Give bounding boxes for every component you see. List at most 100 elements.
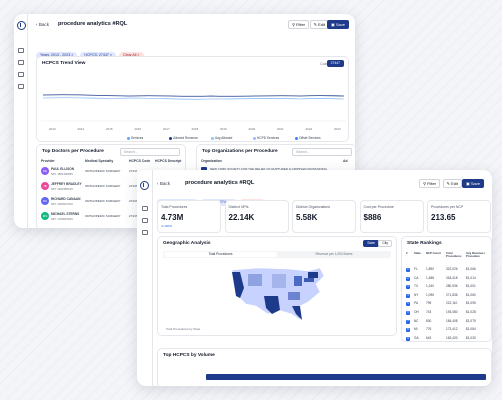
dashboard-window-front: ‹ Back procedure analytics #RQL ⚲ Filter… (137, 170, 492, 386)
home-icon[interactable] (142, 206, 148, 211)
stat-label: Distinct NPIs (228, 205, 249, 209)
sidebar-rail (14, 14, 28, 228)
provider-hcpcs-code: 27447 (129, 169, 138, 173)
back-button[interactable]: ‹ Back (157, 181, 171, 186)
stat-label: Total Procedures (161, 205, 188, 209)
map-caption: Total Procedures by State (166, 327, 201, 331)
document-icon[interactable] (18, 84, 24, 89)
series-services-line (42, 97, 345, 100)
save-button[interactable]: ▣ Save (461, 179, 484, 188)
hcpcs-chip[interactable]: HCPCS: 27447 × (80, 52, 117, 59)
doctors-search-input[interactable]: Search... (120, 148, 180, 156)
state-ga[interactable] (288, 292, 300, 300)
table-row[interactable]: 9 GA 643 163,420 $1,030 (402, 336, 490, 344)
state-fl[interactable] (292, 306, 302, 320)
x-tick-label: 2016 (134, 127, 142, 131)
chart-icon[interactable] (18, 72, 24, 77)
legend-swatch (127, 136, 130, 140)
filter-chips: Years: 2013 - 2023 ×HCPCS: 27447 ×Clear … (157, 190, 268, 206)
rankings-col-header: # (406, 251, 408, 255)
grid-icon[interactable] (142, 218, 148, 223)
document-icon[interactable] (142, 230, 148, 235)
rank-cell: 7 (406, 319, 410, 324)
legend-swatch (295, 136, 298, 140)
col-provider: Provider (41, 159, 55, 163)
tab-total-procedures[interactable]: Total Procedures (164, 252, 277, 257)
rank-badge: 1 (406, 268, 410, 272)
rank-cell: $1,060 (466, 292, 476, 297)
table-row[interactable]: 5 PA 799 222,110 $1,095 (402, 301, 490, 309)
state-toggle[interactable]: State (363, 240, 379, 247)
rank-cell: 5 (406, 301, 410, 307)
state-tx[interactable] (264, 296, 280, 314)
rank-cell: 643 (426, 335, 432, 340)
table-row[interactable]: 4 NY 1,096 271,836 $1,060 (402, 293, 490, 301)
state-ca[interactable] (232, 272, 244, 298)
filter-button[interactable]: ⚲ Filter (419, 179, 440, 188)
state-pa[interactable] (304, 278, 314, 282)
trend-legend: Services Allowed Revenue Avg Allowed HCPD S… (127, 136, 347, 141)
state-midwest[interactable] (272, 274, 286, 288)
orgs-search-input[interactable]: Search... (292, 148, 352, 156)
city-toggle[interactable]: City (378, 240, 392, 247)
col-hcpcs-code: HCPCS Code (129, 159, 151, 163)
table-row[interactable]: 2 CA 1,488 318,418 $1,014 (402, 276, 490, 284)
years-chip[interactable]: Years: 2013 - 2023 × (36, 52, 78, 59)
rank-cell: 799 (426, 301, 432, 306)
back-button[interactable]: ‹ Back (36, 22, 50, 27)
sidebar-rail (137, 170, 153, 386)
rank-cell: 1 (406, 267, 410, 272)
save-label: Save (335, 22, 345, 27)
col-specialty: Medical Specialty (85, 159, 114, 163)
provider-npi: NPI: 1780615640 (51, 216, 73, 221)
rank-cell: $1,014 (466, 275, 476, 280)
edit-label: Edit (451, 181, 458, 186)
rank-cell: 184,408 (446, 318, 458, 323)
legend-item[interactable]: Allowed Revenue (169, 136, 198, 140)
rank-cell: $1,028 (466, 310, 476, 314)
rank-cell: 743 (426, 310, 432, 314)
stat-subtext: of 100% (161, 224, 173, 228)
rank-cell: 1,240 (426, 284, 434, 289)
code-value-chip[interactable]: 27447 (326, 60, 344, 67)
edit-button[interactable]: ✎ Edit (442, 179, 462, 188)
table-row[interactable]: 8 MI 776 173,412 $1,084 (402, 327, 490, 335)
avatar: RC (41, 197, 49, 205)
rank-cell: 222,110 (446, 301, 458, 306)
stat-value: 4.73M (161, 213, 184, 222)
tab-revenue[interactable]: Revenue per 1,000 Bones (315, 252, 353, 256)
filter-button[interactable]: ⚲ Filter (288, 20, 309, 29)
save-button[interactable]: ▣ Save (326, 20, 349, 29)
legend-item[interactable]: Services (127, 136, 143, 140)
back-label: Back (38, 22, 50, 27)
provider-npi: NPI: 1861430825 (51, 171, 73, 176)
rank-cell: 830 (426, 318, 432, 323)
stat-value: $886 (363, 213, 382, 222)
legend-item[interactable]: HCPD Services (253, 136, 279, 140)
rank-cell: $1,084 (466, 327, 476, 332)
table-row[interactable]: 7 NC 830 184,408 $1,075 (402, 319, 490, 327)
home-icon[interactable] (18, 48, 24, 53)
geo-card: Geographic Analysis State City Total Pro… (157, 236, 397, 336)
table-row[interactable]: 3 TX 1,240 280,936 $1,001 (402, 284, 490, 292)
state-ny[interactable] (308, 272, 318, 278)
rank-badge: 4 (406, 293, 410, 298)
provider-name: PAUL ELLISON (51, 167, 75, 171)
provider-hcpcs-code: 27447 (129, 184, 138, 188)
back-label: Back (159, 181, 171, 186)
logo-icon (140, 181, 149, 190)
rank-cell: 1,890 (426, 267, 434, 271)
state-west[interactable] (248, 274, 262, 286)
legend-item[interactable]: Offset Services (295, 136, 321, 140)
rank-cell: 322,026 (446, 267, 458, 271)
legend-item[interactable]: Avg Allowed (211, 136, 232, 140)
rank-badge: 5 (406, 302, 410, 307)
provider-name: RICHARD CANAAN (51, 197, 81, 201)
state-oh[interactable] (294, 276, 302, 286)
table-row[interactable]: 6 OH 743 193,080 $1,028 (402, 310, 490, 318)
table-row[interactable]: 1 FL 1,890 322,026 $1,066 (402, 267, 490, 275)
clear-all-chip[interactable]: Clear All × (119, 52, 144, 59)
x-tick-label: 2021 (277, 127, 284, 131)
grid-icon[interactable] (18, 60, 24, 65)
rank-cell: $1,095 (466, 301, 476, 306)
